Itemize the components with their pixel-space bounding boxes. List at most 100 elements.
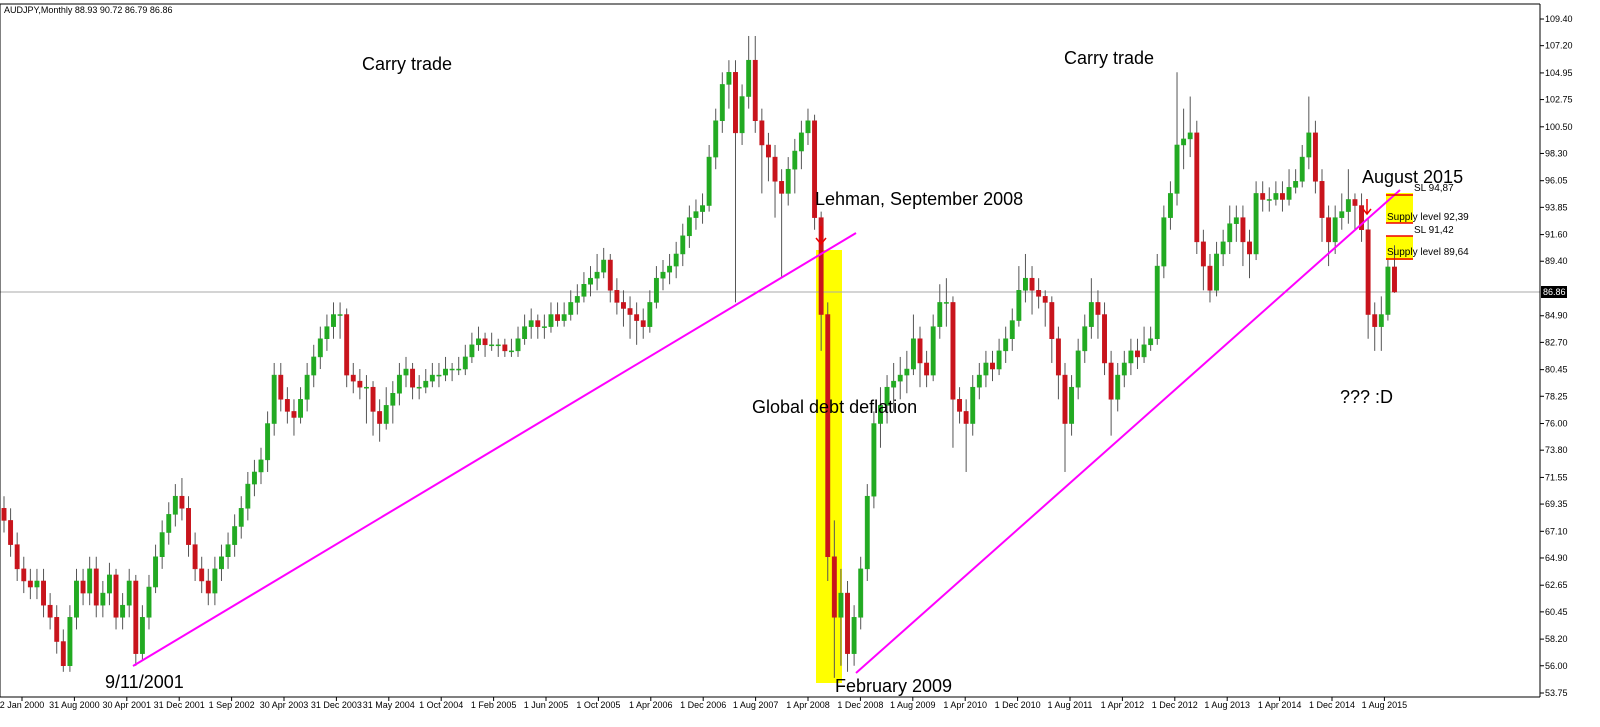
- y-tick-label: 67.10: [1545, 526, 1568, 536]
- candle-body: [1049, 302, 1055, 340]
- x-tick-label: 1 Aug 2013: [1204, 700, 1250, 710]
- level-label: SL 91,42: [1414, 225, 1454, 236]
- candle-body: [139, 617, 145, 654]
- y-tick-label: 91.60: [1545, 230, 1568, 240]
- candle-body: [423, 380, 429, 388]
- candle-body: [581, 284, 587, 297]
- candle-body: [34, 580, 40, 588]
- candle-body: [1299, 156, 1305, 182]
- annotation: ??? :D: [1340, 387, 1393, 407]
- candle-body: [508, 350, 514, 353]
- candle-body: [370, 386, 376, 412]
- x-tick-label: 1 Apr 2014: [1258, 700, 1302, 710]
- candle-body: [126, 580, 132, 606]
- candle-body: [548, 314, 554, 327]
- candle-body: [673, 253, 679, 267]
- candle-body: [864, 495, 870, 570]
- supply-zone: [1386, 236, 1413, 260]
- candle-body: [845, 592, 850, 654]
- candle-body: [153, 556, 159, 588]
- x-tick-label: 1 Aug 2009: [890, 700, 936, 710]
- candle-body: [647, 302, 653, 327]
- annotation: February 2009: [835, 676, 952, 696]
- candle-body: [798, 132, 804, 152]
- candle-body: [1029, 277, 1035, 291]
- candle-body: [331, 314, 336, 327]
- y-tick-label: 73.80: [1545, 445, 1568, 455]
- x-tick-label: 1 Feb 2005: [471, 700, 517, 710]
- candle-body: [502, 344, 508, 352]
- candle-body: [568, 302, 574, 315]
- candle-body: [884, 386, 890, 406]
- candle-body: [1121, 362, 1127, 376]
- candle-body: [364, 386, 369, 389]
- candle-body: [172, 495, 178, 515]
- candle-body: [515, 338, 521, 352]
- candle-body: [1181, 138, 1187, 146]
- candle-body: [1102, 314, 1107, 364]
- candle-body: [1167, 193, 1173, 218]
- candle-body: [219, 556, 224, 570]
- x-tick-label: 31 Dec 2001: [154, 700, 205, 710]
- y-tick-label: 100.50: [1545, 122, 1573, 132]
- candle-body: [891, 380, 897, 388]
- candle-body: [1392, 266, 1397, 293]
- level-label: SL 94,87: [1414, 183, 1454, 194]
- candle-body: [436, 374, 442, 377]
- candle-body: [1332, 217, 1338, 243]
- x-tick-label: 2 Jan 2000: [0, 700, 44, 710]
- y-tick-label: 80.45: [1545, 365, 1568, 375]
- candle-body: [390, 393, 396, 406]
- candle-body: [779, 181, 785, 194]
- candle-body: [594, 271, 600, 279]
- candle-body: [1273, 193, 1279, 200]
- candle-body: [495, 344, 501, 347]
- candle-body: [851, 617, 857, 654]
- candle-body: [284, 399, 290, 412]
- y-tick-label: 96.05: [1545, 176, 1568, 186]
- candle-body: [522, 326, 528, 340]
- candle-body: [357, 380, 363, 388]
- candle-body: [983, 362, 989, 376]
- candle-body: [818, 217, 824, 315]
- x-tick-label: 1 Aug 2015: [1362, 700, 1408, 710]
- candle-body: [410, 368, 416, 388]
- candle-body: [765, 144, 771, 158]
- candle-body: [298, 399, 304, 418]
- candle-body: [739, 96, 745, 134]
- candle-body: [482, 338, 488, 346]
- x-tick-label: 1 Aug 2007: [733, 700, 779, 710]
- candle-body: [1088, 302, 1094, 327]
- candle-body: [1148, 338, 1154, 346]
- candle-body: [205, 580, 211, 594]
- candle-body: [311, 356, 317, 376]
- price-tag: [1541, 286, 1567, 299]
- candle-body: [238, 508, 244, 527]
- x-tick-label: 1 Jun 2005: [524, 700, 569, 710]
- candle-body: [917, 338, 923, 364]
- candle-body: [1023, 277, 1028, 291]
- candle-body: [1115, 374, 1121, 400]
- candle-body: [278, 374, 284, 400]
- candle-body: [456, 368, 462, 371]
- candle-body: [976, 374, 982, 388]
- candle-body: [462, 356, 468, 370]
- candle-body: [1200, 241, 1206, 267]
- candle-body: [640, 320, 646, 327]
- candle-body: [416, 386, 422, 389]
- x-tick-label: 1 Apr 2006: [629, 700, 673, 710]
- annotation: August 2015: [1362, 167, 1463, 187]
- candle-body: [1312, 132, 1318, 182]
- candle-body: [100, 592, 106, 606]
- candle-body: [1062, 374, 1068, 424]
- candle-body: [924, 362, 930, 376]
- candle-body: [251, 471, 257, 485]
- y-tick-label: 84.90: [1545, 311, 1568, 321]
- candle-body: [429, 374, 435, 382]
- candle-body: [87, 568, 93, 594]
- candle-body: [700, 205, 705, 212]
- candle-body: [713, 120, 719, 158]
- trend-line: [132, 232, 857, 667]
- trend-line: [855, 189, 1401, 674]
- candle-body: [680, 235, 686, 255]
